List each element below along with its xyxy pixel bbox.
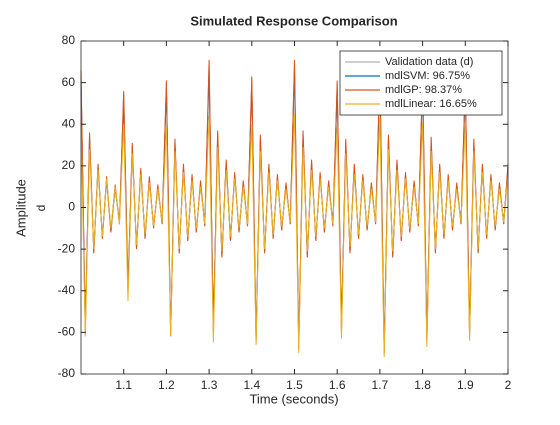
legend-label: mdlLinear: 16.65%	[385, 98, 477, 110]
legend-label: Validation data (d)	[385, 56, 473, 68]
x-tick-label: 1.1	[115, 378, 132, 392]
x-tick-label: 1.3	[201, 378, 218, 392]
x-tick-label: 2	[505, 378, 512, 392]
x-tick-label: 1.8	[414, 378, 431, 392]
x-tick-label: 1.7	[372, 378, 389, 392]
x-axis-label: Time (seconds)	[249, 391, 338, 406]
y-axis-sublabel: d	[34, 205, 48, 212]
y-tick-label: -20	[58, 241, 76, 255]
series-line	[80, 113, 509, 358]
y-tick-label: 20	[62, 158, 76, 172]
legend: Validation data (d) mdlSVM: 96.75% mdlGP: …	[339, 50, 503, 116]
y-tick-label: 40	[62, 116, 76, 130]
x-tick-label: 1.9	[457, 378, 474, 392]
legend-label: mdlSVM: 96.75%	[385, 70, 470, 82]
y-tick-label: 60	[62, 75, 76, 89]
y-axis-label: Amplitude	[13, 179, 28, 237]
y-tick-label: 0	[68, 200, 75, 214]
x-tick-label: 1.5	[286, 378, 303, 392]
x-tick-label: 1.6	[329, 378, 346, 392]
y-tick-label: -80	[58, 366, 76, 380]
y-tick-label: 80	[62, 33, 76, 47]
y-tick-label: -40	[58, 283, 76, 297]
y-tick-label: -60	[58, 325, 76, 339]
chart-title: Simulated Response Comparison	[190, 13, 397, 28]
x-tick-label: 1.2	[158, 378, 175, 392]
x-tick-label: 1.4	[243, 378, 260, 392]
legend-label: mdlGP: 98.37%	[385, 84, 462, 96]
